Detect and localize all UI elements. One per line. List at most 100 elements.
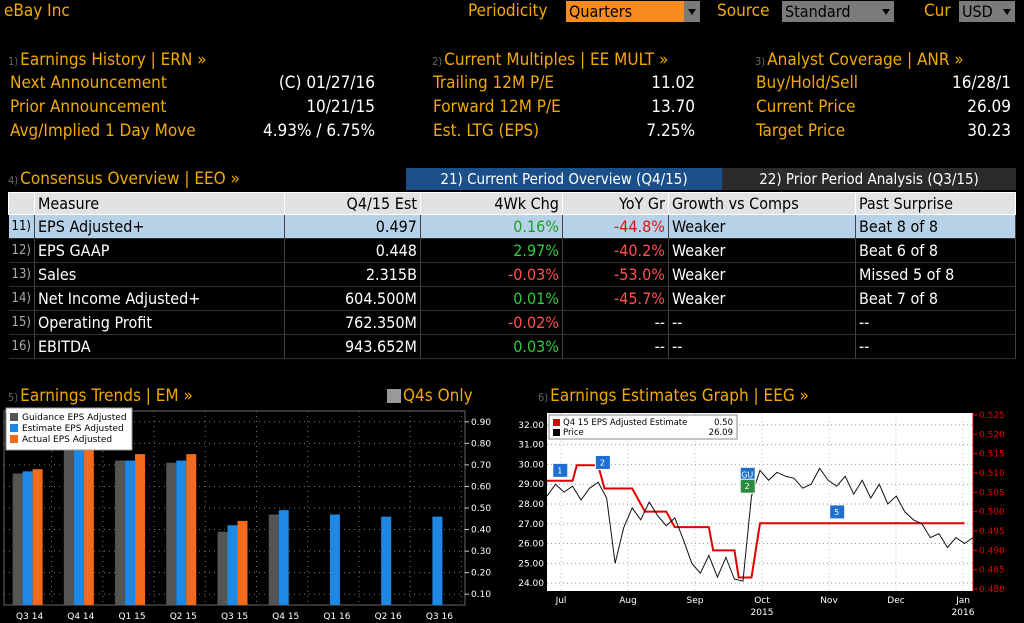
column-header-num <box>8 192 35 215</box>
row-number: 14) <box>8 286 35 311</box>
y-tick-label: 0.50 <box>471 504 491 514</box>
estimate-line <box>547 464 965 579</box>
x-tick-label: Q1 15 <box>118 612 145 622</box>
y-left-tick-label: 24.00 <box>518 579 544 589</box>
column-header-surprise[interactable]: Past Surprise <box>854 192 1017 215</box>
legend-box <box>5 407 133 451</box>
legend-box <box>548 414 738 440</box>
periodicity-dropdown-icon[interactable] <box>684 1 700 22</box>
column-header-4wk-chg[interactable]: 4Wk Chg <box>419 192 563 215</box>
table-row[interactable]: 12) EPS GAAP 0.448 2.97% -40.2% Weaker Beat 6 … <box>8 238 1017 263</box>
column-header-measure[interactable]: Measure <box>33 192 285 215</box>
y-tick-label: 0.10 <box>471 590 491 600</box>
table-row[interactable]: 16) EBITDA 943.652M 0.03% -- -- -- <box>8 334 1017 359</box>
x-tick-label: Jan <box>955 596 970 606</box>
currency-dropdown-icon[interactable] <box>999 1 1015 22</box>
event-marker-label: 5 <box>834 508 839 517</box>
bar-guidance-eps-adjusted <box>217 531 228 605</box>
column-header-yoy-gr[interactable]: YoY Gr <box>561 192 669 215</box>
event-marker <box>552 462 569 478</box>
x-tick-label: Nov <box>820 596 838 606</box>
ern-row-next: Next Announcement (C) 01/27/16 <box>10 73 375 93</box>
y-tick-label: 0.60 <box>471 482 491 492</box>
y-tick-label: 0.20 <box>471 569 491 579</box>
cell-4wk-chg: 0.01% <box>420 286 563 311</box>
legend-label: Actual EPS Adjusted <box>22 435 112 445</box>
x-tick-label: Dec <box>887 596 904 606</box>
y-right-tick-label: 0.525 <box>979 411 1005 421</box>
y-left-tick-label: 25.00 <box>518 559 544 569</box>
x-tick-label: Jul <box>555 596 567 606</box>
table-row[interactable]: 14) Net Income Adjusted+ 604.500M 0.01% -45.… <box>8 286 1017 311</box>
legend-label: Estimate EPS Adjusted <box>22 424 124 434</box>
bar-actual-eps-adjusted <box>186 454 197 605</box>
legend-label: Q4 15 EPS Adjusted Estimate <box>563 418 687 428</box>
y-left-tick-label: 30.00 <box>518 460 544 470</box>
anr-panel: Buy/Hold/Sell 16/28/1 Current Price 26.0… <box>756 73 1011 145</box>
ee-mult-link[interactable]: 2) Current Multiples | EE MULT » <box>432 50 669 70</box>
column-header-est[interactable]: Q4/15 Est <box>283 192 421 215</box>
source-dropdown-icon[interactable] <box>878 1 894 22</box>
price-line <box>546 467 974 582</box>
y-left-tick-label: 27.00 <box>518 520 544 530</box>
cell-estimate: 0.448 <box>284 238 421 263</box>
cell-4wk-chg: 0.03% <box>420 334 563 359</box>
x-tick-year-label: 2016 <box>952 608 975 618</box>
legend-label: Price <box>563 428 584 438</box>
cell-measure[interactable]: EPS GAAP <box>34 238 285 263</box>
legend-swatch <box>10 413 18 421</box>
plot-background <box>547 413 973 591</box>
ern-link[interactable]: 1) Earnings History | ERN » <box>8 50 207 70</box>
bar-estimate-eps-adjusted <box>329 514 340 605</box>
eeo-link[interactable]: 4) Consensus Overview | EEO » <box>8 169 240 189</box>
table-row[interactable]: 13) Sales 2.315B -0.03% -53.0% Weaker Missed 5… <box>8 262 1017 287</box>
cell-estimate: 2.315B <box>284 262 421 287</box>
bar-estimate-eps-adjusted <box>22 471 33 605</box>
cell-surprise: Missed 5 of 8 <box>855 262 1017 287</box>
cell-measure[interactable]: Sales <box>34 262 285 287</box>
cell-measure[interactable]: Net Income Adjusted+ <box>34 286 285 311</box>
table-header-row: Measure Q4/15 Est 4Wk Chg YoY Gr Growth … <box>8 192 1017 215</box>
event-marker-label: 2 <box>600 458 605 467</box>
tab-current-period[interactable]: 21) Current Period Overview (Q4/15) <box>406 168 722 190</box>
x-tick-label: Oct <box>754 596 770 606</box>
cell-measure[interactable]: EPS Adjusted+ <box>34 214 285 239</box>
y-right-tick-label: 0.515 <box>979 450 1005 460</box>
column-header-growth[interactable]: Growth vs Comps <box>667 192 856 215</box>
y-tick-label: 0.30 <box>471 547 491 557</box>
cell-measure[interactable]: EBITDA <box>34 334 285 359</box>
bar-actual-eps-adjusted <box>83 443 94 605</box>
cell-yoy-gr: -- <box>562 334 669 359</box>
y-right-tick-label: 0.480 <box>979 585 1005 595</box>
q4s-only-toggle[interactable]: Q4s Only <box>387 386 473 406</box>
y-left-tick-label: 32.00 <box>518 421 544 431</box>
cell-yoy-gr: -44.8% <box>562 214 669 239</box>
cell-growth: Weaker <box>668 262 856 287</box>
legend-swatch <box>10 424 18 432</box>
y-right-tick-label: 0.500 <box>979 508 1005 518</box>
cell-growth: Weaker <box>668 238 856 263</box>
bar-guidance-eps-adjusted <box>63 449 74 605</box>
periodicity-select[interactable]: Quarters <box>566 1 684 22</box>
earnings-estimates-chart: 24.00 25.00 26.00 27.00 28.00 29.00 30.00 31.00… <box>518 411 1005 618</box>
ern-row-move: Avg/Implied 1 Day Move 4.93% / 6.75% <box>10 121 375 141</box>
anr-link[interactable]: 3) Analyst Coverage | ANR » <box>755 50 964 70</box>
cell-surprise: Beat 7 of 8 <box>855 286 1017 311</box>
event-marker-label: GU <box>741 470 753 479</box>
cell-measure[interactable]: Operating Profit <box>34 310 285 335</box>
bar-guidance-eps-adjusted <box>268 514 279 605</box>
tab-prior-period[interactable]: 22) Prior Period Analysis (Q3/15) <box>722 168 1016 190</box>
em-link[interactable]: 5) Earnings Trends | EM » <box>8 386 193 406</box>
cell-surprise: -- <box>855 334 1017 359</box>
eeg-link[interactable]: 6) Earnings Estimates Graph | EEG » <box>538 386 809 406</box>
cell-yoy-gr: -53.0% <box>562 262 669 287</box>
currency-select[interactable]: USD <box>959 1 999 22</box>
x-tick-label: Q1 16 <box>323 612 350 622</box>
table-row[interactable]: 11) EPS Adjusted+ 0.497 0.16% -44.8% Weaker Be… <box>8 214 1017 239</box>
x-tick-label: Aug <box>619 596 637 606</box>
y-right-tick-label: 0.485 <box>979 566 1005 576</box>
table-row[interactable]: 15) Operating Profit 762.350M -0.02% -- -- -- <box>8 310 1017 335</box>
q4s-checkbox-icon[interactable] <box>387 389 401 403</box>
y-right-tick-label: 0.520 <box>979 430 1005 440</box>
source-select[interactable]: Standard <box>782 1 878 22</box>
